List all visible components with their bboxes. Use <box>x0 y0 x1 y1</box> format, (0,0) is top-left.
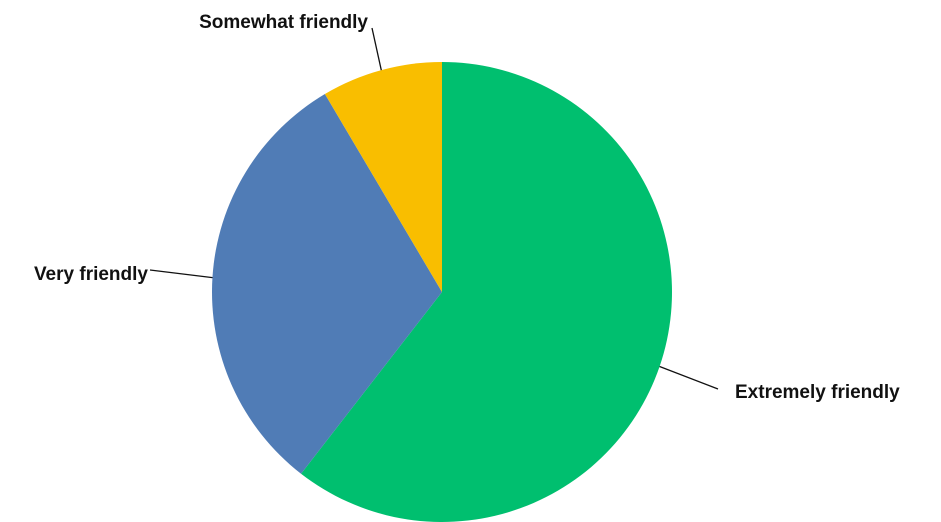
leader-line-extremely-friendly <box>659 365 719 390</box>
slice-labels: Extremely friendly Very friendly Somewhat … <box>34 12 900 403</box>
slice-label-very-friendly: Very friendly <box>34 264 148 285</box>
slice-label-extremely-friendly: Extremely friendly <box>735 382 900 403</box>
pie-slice-somewhat-friendly <box>324 62 442 292</box>
pie-slices <box>211 62 672 522</box>
leader-line-somewhat-friendly <box>371 27 382 71</box>
pie-slice-extremely-friendly <box>301 62 672 522</box>
pie-slice-very-friendly <box>211 94 442 474</box>
slice-label-somewhat-friendly: Somewhat friendly <box>199 12 368 33</box>
leader-line-very-friendly <box>149 269 213 279</box>
leader-lines <box>149 27 719 390</box>
